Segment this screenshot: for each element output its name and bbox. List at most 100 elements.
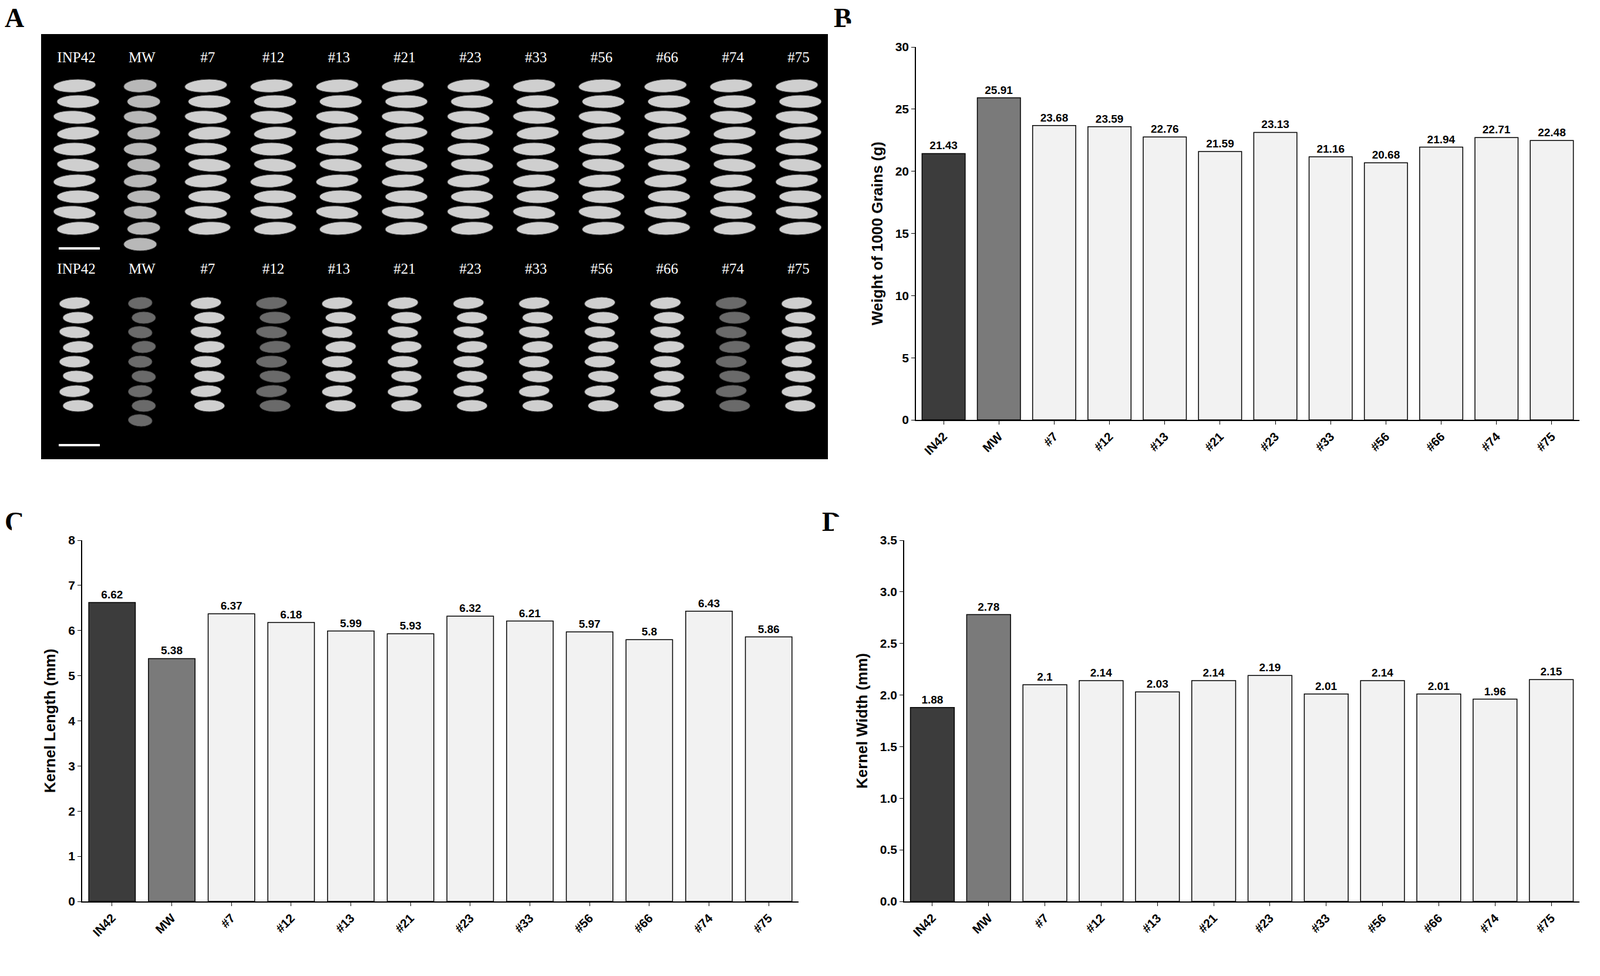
svg-text:8: 8 (68, 533, 76, 547)
svg-text:#66: #66 (631, 910, 656, 935)
svg-text:#13: #13 (328, 260, 351, 277)
svg-text:2.14: 2.14 (1371, 666, 1394, 679)
svg-text:22.71: 22.71 (1482, 123, 1511, 136)
svg-text:MW: MW (979, 429, 1006, 455)
svg-text:2.1: 2.1 (1036, 670, 1053, 683)
svg-text:5.97: 5.97 (578, 617, 601, 631)
svg-text:25.91: 25.91 (984, 83, 1013, 97)
svg-text:#75: #75 (1533, 429, 1558, 454)
svg-text:MW: MW (128, 49, 156, 66)
svg-text:#21: #21 (393, 49, 416, 66)
svg-text:0.0: 0.0 (880, 894, 898, 908)
svg-text:0: 0 (901, 412, 909, 427)
svg-text:#66: #66 (1420, 910, 1445, 935)
svg-text:#23: #23 (452, 910, 477, 935)
svg-text:1.5: 1.5 (880, 739, 898, 754)
svg-text:#23: #23 (459, 260, 482, 277)
svg-text:#33: #33 (1312, 429, 1337, 454)
svg-text:2.03: 2.03 (1146, 677, 1169, 690)
svg-text:#21: #21 (392, 910, 417, 935)
svg-text:#74: #74 (721, 49, 744, 66)
svg-text:21.43: 21.43 (929, 139, 958, 152)
svg-text:1.96: 1.96 (1484, 685, 1507, 698)
svg-text:#74: #74 (1478, 429, 1503, 454)
svg-text:2.15: 2.15 (1540, 665, 1562, 678)
svg-text:#23: #23 (1251, 910, 1276, 935)
svg-text:IN42: IN42 (921, 429, 951, 458)
svg-text:INP42: INP42 (56, 49, 96, 66)
svg-text:#7: #7 (200, 49, 215, 66)
svg-text:2.0: 2.0 (880, 688, 898, 702)
svg-text:3.5: 3.5 (880, 533, 898, 547)
svg-text:20.68: 20.68 (1372, 148, 1401, 161)
svg-text:#12: #12 (1083, 910, 1108, 935)
svg-text:#66: #66 (656, 49, 679, 66)
svg-text:10: 10 (895, 288, 909, 303)
svg-text:2: 2 (68, 804, 76, 818)
svg-text:30: 30 (895, 39, 909, 54)
svg-text:#13: #13 (332, 910, 357, 935)
svg-text:#23: #23 (1257, 429, 1282, 454)
svg-text:MW: MW (128, 260, 156, 277)
svg-text:INP42: INP42 (56, 260, 96, 277)
svg-text:15: 15 (895, 226, 910, 241)
svg-text:#12: #12 (262, 260, 285, 277)
svg-text:22.76: 22.76 (1150, 122, 1180, 136)
svg-text:#56: #56 (1368, 429, 1393, 454)
svg-text:#12: #12 (262, 49, 285, 66)
svg-text:23.13: 23.13 (1261, 118, 1290, 131)
svg-text:5: 5 (68, 668, 76, 683)
svg-text:7: 7 (68, 578, 76, 592)
svg-text:#21: #21 (1195, 910, 1220, 935)
svg-text:6: 6 (68, 623, 76, 638)
svg-text:2.78: 2.78 (977, 600, 1000, 613)
svg-text:#13: #13 (1139, 910, 1164, 935)
svg-text:5.8: 5.8 (641, 625, 658, 638)
svg-text:6.37: 6.37 (220, 599, 243, 612)
svg-text:3: 3 (68, 759, 76, 773)
svg-text:6.18: 6.18 (280, 608, 302, 621)
svg-text:#7: #7 (1031, 910, 1052, 931)
svg-text:#33: #33 (524, 260, 548, 277)
svg-text:21.59: 21.59 (1206, 137, 1235, 150)
svg-text:#74: #74 (691, 910, 716, 935)
svg-text:5.86: 5.86 (758, 622, 780, 636)
svg-text:6.32: 6.32 (459, 601, 481, 615)
svg-text:6.62: 6.62 (100, 588, 123, 601)
svg-text:Kernel Length (mm): Kernel Length (mm) (41, 648, 59, 794)
svg-text:#7: #7 (1041, 429, 1061, 449)
svg-text:0.5: 0.5 (880, 842, 898, 857)
svg-text:2.5: 2.5 (880, 636, 898, 650)
svg-text:#33: #33 (1308, 910, 1333, 935)
svg-text:#7: #7 (218, 910, 238, 931)
svg-text:#56: #56 (571, 910, 596, 935)
svg-text:#13: #13 (328, 49, 351, 66)
svg-text:#12: #12 (1091, 429, 1116, 454)
svg-text:0: 0 (68, 894, 76, 908)
svg-text:#33: #33 (524, 49, 548, 66)
svg-text:IN42: IN42 (89, 910, 119, 939)
svg-text:21.16: 21.16 (1316, 142, 1345, 156)
svg-text:#12: #12 (273, 910, 298, 935)
svg-text:#75: #75 (787, 49, 810, 66)
svg-text:4: 4 (68, 713, 76, 728)
svg-text:2.01: 2.01 (1315, 679, 1337, 693)
svg-text:2.19: 2.19 (1258, 661, 1281, 674)
svg-text:#21: #21 (393, 260, 416, 277)
svg-text:#23: #23 (459, 49, 482, 66)
svg-text:2.14: 2.14 (1090, 666, 1113, 679)
svg-text:21.94: 21.94 (1427, 133, 1456, 146)
svg-text:23.59: 23.59 (1095, 112, 1124, 126)
svg-text:#33: #33 (512, 910, 537, 935)
svg-text:1.0: 1.0 (880, 791, 898, 805)
svg-text:5.38: 5.38 (160, 644, 183, 657)
svg-text:#75: #75 (1533, 910, 1558, 935)
svg-text:1.88: 1.88 (921, 693, 943, 706)
svg-text:23.68: 23.68 (1040, 111, 1069, 124)
svg-text:IN42: IN42 (910, 910, 939, 939)
svg-text:20: 20 (895, 164, 909, 178)
svg-text:#56: #56 (1364, 910, 1389, 935)
svg-text:#66: #66 (656, 260, 679, 277)
svg-text:25: 25 (895, 102, 910, 116)
svg-text:5: 5 (901, 351, 909, 365)
